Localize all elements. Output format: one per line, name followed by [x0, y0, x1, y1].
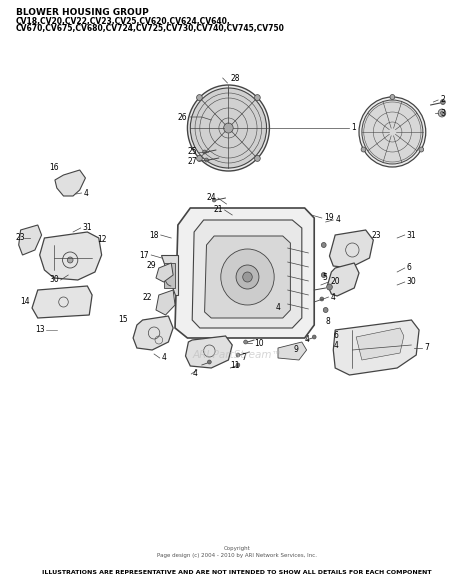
Text: 1: 1 — [351, 123, 356, 133]
Text: CV670,CV675,CV680,CV724,CV725,CV730,CV740,CV745,CV750: CV670,CV675,CV680,CV724,CV725,CV730,CV74… — [16, 24, 285, 33]
Text: 7: 7 — [242, 353, 246, 361]
Text: 19: 19 — [324, 214, 333, 223]
Circle shape — [327, 284, 332, 290]
Text: 31: 31 — [407, 231, 416, 239]
Circle shape — [244, 340, 247, 344]
Text: ILLUSTRATIONS ARE REPRESENTATIVE AND ARE NOT INTENDED TO SHOW ALL DETAILS FOR EA: ILLUSTRATIONS ARE REPRESENTATIVE AND ARE… — [42, 569, 432, 575]
Circle shape — [187, 85, 269, 171]
Polygon shape — [164, 263, 175, 288]
Circle shape — [390, 95, 395, 99]
Polygon shape — [161, 255, 178, 295]
Polygon shape — [55, 170, 85, 196]
Circle shape — [359, 97, 426, 167]
Circle shape — [224, 123, 233, 133]
Circle shape — [205, 158, 209, 162]
Text: 3: 3 — [440, 109, 445, 117]
Circle shape — [419, 147, 424, 152]
Text: 6: 6 — [407, 263, 411, 273]
Text: 15: 15 — [118, 315, 128, 325]
Circle shape — [440, 99, 445, 105]
Text: 4: 4 — [305, 335, 310, 345]
Circle shape — [190, 88, 266, 168]
Text: 21: 21 — [213, 206, 223, 214]
Text: 16: 16 — [49, 164, 59, 172]
Polygon shape — [133, 316, 173, 350]
Text: 8: 8 — [326, 318, 330, 326]
Polygon shape — [333, 320, 419, 375]
Circle shape — [255, 155, 260, 161]
Text: BLOWER HOUSING GROUP: BLOWER HOUSING GROUP — [16, 8, 148, 17]
Text: 4: 4 — [192, 369, 197, 377]
Text: 10: 10 — [254, 339, 264, 347]
Text: 4: 4 — [335, 215, 340, 224]
Circle shape — [438, 109, 446, 117]
Polygon shape — [278, 342, 307, 360]
Polygon shape — [18, 225, 42, 255]
Circle shape — [321, 242, 326, 248]
Circle shape — [362, 100, 423, 164]
Text: 4: 4 — [333, 342, 338, 350]
Text: 30: 30 — [49, 276, 59, 284]
Text: 18: 18 — [149, 231, 159, 239]
Text: CV18,CV20,CV22,CV23,CV25,CV620,CV624,CV640,: CV18,CV20,CV22,CV23,CV25,CV620,CV624,CV6… — [16, 17, 230, 26]
Text: 23: 23 — [16, 234, 26, 242]
Circle shape — [212, 198, 216, 202]
Text: 11: 11 — [230, 360, 240, 370]
Text: 9: 9 — [293, 346, 298, 354]
Circle shape — [243, 272, 252, 282]
Text: 4: 4 — [162, 353, 166, 363]
Text: 6: 6 — [333, 331, 338, 339]
Polygon shape — [328, 263, 359, 296]
Circle shape — [320, 297, 324, 301]
Text: 27: 27 — [187, 157, 197, 165]
Circle shape — [323, 308, 328, 312]
Circle shape — [203, 150, 207, 154]
Polygon shape — [329, 230, 374, 268]
Text: 14: 14 — [20, 297, 30, 307]
Circle shape — [361, 147, 366, 152]
Circle shape — [312, 335, 316, 339]
Text: 17: 17 — [140, 251, 149, 259]
Circle shape — [236, 353, 240, 357]
Circle shape — [197, 155, 202, 161]
Circle shape — [221, 249, 274, 305]
Text: 22: 22 — [143, 294, 152, 303]
Circle shape — [321, 273, 326, 277]
Text: 20: 20 — [330, 277, 340, 287]
Polygon shape — [192, 220, 302, 328]
Text: ARI PartStream™: ARI PartStream™ — [192, 350, 282, 360]
Text: 24: 24 — [206, 193, 216, 203]
Text: 13: 13 — [35, 325, 45, 335]
Circle shape — [197, 95, 202, 100]
Text: 26: 26 — [178, 113, 187, 121]
Polygon shape — [156, 290, 175, 315]
Text: 4: 4 — [330, 293, 335, 301]
Polygon shape — [356, 328, 404, 360]
Polygon shape — [40, 232, 101, 280]
Polygon shape — [175, 208, 314, 338]
Text: 29: 29 — [146, 260, 156, 269]
Text: 2: 2 — [440, 96, 445, 105]
Polygon shape — [205, 236, 291, 318]
Circle shape — [67, 257, 73, 263]
Text: 23: 23 — [372, 231, 381, 239]
Text: 5: 5 — [323, 273, 328, 283]
Text: Copyright
Page design (c) 2004 - 2010 by ARI Network Services, Inc.: Copyright Page design (c) 2004 - 2010 by… — [157, 546, 317, 558]
Polygon shape — [185, 336, 232, 368]
Polygon shape — [32, 286, 92, 318]
Text: 4: 4 — [276, 304, 281, 312]
Text: 7: 7 — [424, 343, 428, 353]
Text: 4: 4 — [83, 189, 88, 197]
Circle shape — [236, 363, 240, 367]
Circle shape — [208, 360, 211, 364]
Text: 28: 28 — [230, 74, 240, 83]
Text: 31: 31 — [82, 224, 92, 232]
Circle shape — [255, 95, 260, 100]
Text: 25: 25 — [187, 148, 197, 157]
Circle shape — [236, 265, 259, 289]
Text: 30: 30 — [407, 277, 417, 287]
Text: 12: 12 — [97, 235, 106, 245]
Circle shape — [440, 112, 443, 114]
Polygon shape — [156, 263, 173, 282]
